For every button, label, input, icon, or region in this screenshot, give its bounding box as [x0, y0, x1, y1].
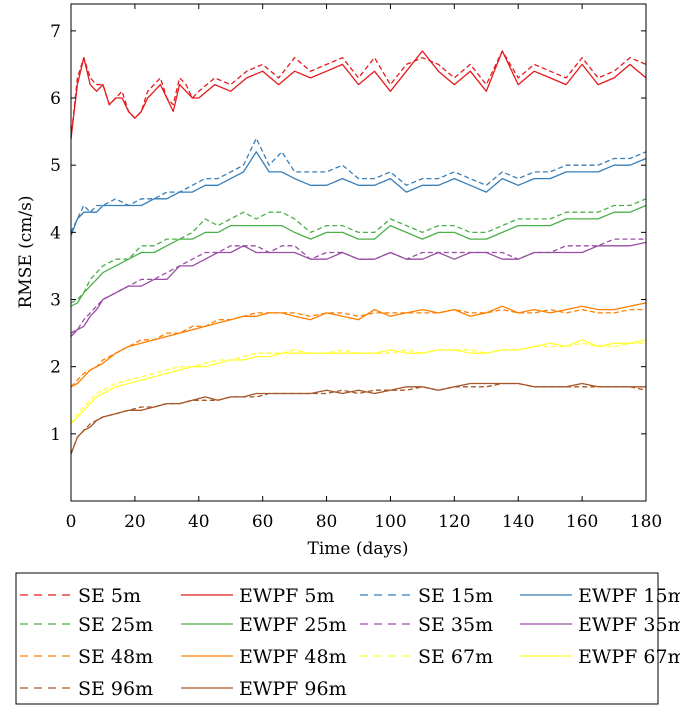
legend-label-9: EWPF 48m: [239, 646, 347, 668]
legend-label-6: SE 35m: [418, 614, 493, 636]
series-line-1: [70, 50, 647, 139]
x-tick-label-3: 60: [252, 512, 274, 532]
x-tick-label-6: 120: [438, 512, 470, 532]
y-tick-label-0: 1: [50, 425, 61, 445]
y-tick-label-5: 6: [50, 89, 61, 109]
x-tick-label-1: 20: [124, 512, 146, 532]
series-line-11: [70, 339, 647, 425]
x-tick-label-9: 180: [630, 512, 662, 532]
x-tick-label-8: 160: [566, 512, 598, 532]
legend-label-7: EWPF 35m: [578, 614, 680, 636]
legend: SE 5m EWPF 5m SE 15m EWPF 15m SE 25m EWPF 25m…: [20, 585, 680, 700]
y-axis-label: RMSE (cm/s): [16, 195, 36, 308]
y-tick-label-4: 5: [50, 156, 61, 176]
y-tick-label-1: 2: [50, 358, 61, 378]
series-line-0: [70, 50, 647, 139]
y-tick-label-3: 4: [50, 223, 61, 243]
series-line-3: [70, 151, 647, 236]
x-tick-label-4: 80: [316, 512, 338, 532]
series-line-13: [70, 382, 646, 455]
series-line-10: [70, 342, 646, 425]
series-line-4: [70, 198, 647, 304]
legend-label-0: SE 5m: [78, 585, 141, 607]
legend-label-2: SE 15m: [418, 585, 493, 607]
x-tick-label-2: 40: [188, 512, 210, 532]
series-line-7: [70, 241, 647, 337]
legend-label-10: SE 67m: [418, 646, 493, 668]
series-line-12: [70, 382, 647, 455]
plot-frame: [70, 3, 647, 502]
x-tick-label-7: 140: [502, 512, 534, 532]
series-layer: [70, 50, 647, 455]
x-tick-label-0: 0: [66, 512, 77, 532]
legend-label-11: EWPF 67m: [578, 646, 680, 668]
legend-label-12: SE 96m: [78, 678, 153, 700]
y-tick-label-2: 3: [50, 291, 61, 311]
legend-label-4: SE 25m: [78, 614, 153, 636]
y-tick-label-6: 7: [50, 22, 61, 42]
series-line-9: [70, 302, 647, 388]
ticks-layer: 0 20 40 60 80 100 120 140 160 180 1 2 3 4 5 6 7: [50, 4, 662, 532]
legend-label-5: EWPF 25m: [239, 614, 347, 636]
series-line-5: [70, 204, 647, 307]
x-tick-label-5: 100: [374, 512, 406, 532]
legend-label-3: EWPF 15m: [578, 585, 680, 607]
x-axis-label: Time (days): [308, 539, 409, 559]
legend-label-8: SE 48m: [78, 646, 153, 668]
series-line-8: [70, 308, 646, 388]
legend-label-13: EWPF 96m: [239, 678, 347, 700]
legend-label-1: EWPF 5m: [239, 585, 335, 607]
